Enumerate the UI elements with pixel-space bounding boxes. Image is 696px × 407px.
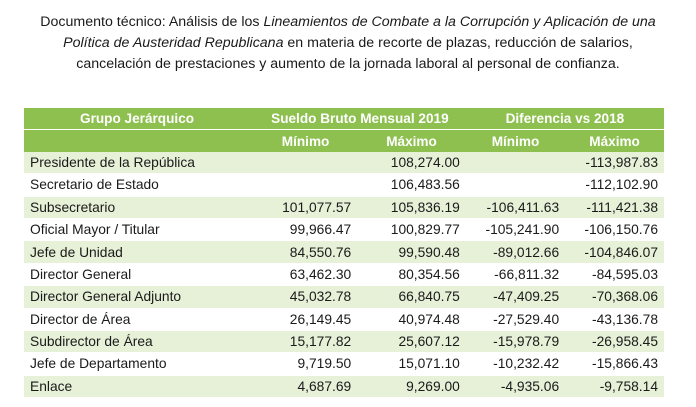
caption-line-1-italic: Lineamientos de Combate a la Corrupción … [263,14,656,30]
header-row-main: Grupo Jerárquico Sueldo Bruto Mensual 20… [24,108,664,130]
cell-group: Secretario de Estado [24,173,254,197]
table-row: Director de Área 26,149.45 40,974.48 -27,52… [24,308,664,331]
cell-diff-min: -89,012.66 [465,240,566,264]
header-blank [24,129,254,152]
cell-salary-max: 25,607.12 [357,330,466,354]
table-row: Subdirector de Área 15,177.82 25,607.12 -15… [24,330,664,354]
caption-line-2: Política de Austeridad Republicana en ma… [0,33,696,54]
cell-diff-min: -47,409.25 [465,285,566,309]
cell-salary-min [253,151,358,175]
cell-salary-max: 108,274.00 [357,151,466,175]
cell-group: Jefe de Departamento [24,352,254,376]
cell-group: Jefe de Unidad [24,240,254,264]
cell-diff-max: -111,421.38 [565,196,664,219]
table-row: Presidente de la República 108,274.00 -113… [24,151,664,175]
cell-salary-min: 45,032.78 [253,285,358,309]
cell-group: Director General [24,263,254,287]
cell-diff-max: -104,846.07 [565,240,664,264]
cell-group: Director General Adjunto [24,285,254,309]
cell-group: Enlace [24,375,254,399]
cell-diff-max: -43,136.78 [565,308,664,331]
cell-diff-min [465,173,566,197]
caption-line-3: cancelación de prestaciones y aumento de… [76,56,620,72]
cell-group: Subsecretario [24,196,254,219]
cell-salary-max: 40,974.48 [357,308,466,331]
cell-salary-min: 9,719.50 [253,352,358,376]
cell-salary-max: 105,836.19 [357,196,466,219]
header-salary-min: Mínimo [253,129,358,152]
caption-line-2-italic: Política de Austeridad Republicana [63,35,284,51]
cell-salary-max: 66,840.75 [357,285,466,309]
cell-diff-min: -66,811.32 [465,263,566,287]
table-row: Oficial Mayor / Titular 99,966.47 100,829.… [24,218,664,242]
cell-diff-min: -4,935.06 [465,375,566,399]
cell-salary-max: 80,354.56 [357,263,466,287]
header-diff-min: Mínimo [465,129,566,152]
table-row: Subsecretario 101,077.57 105,836.19 -106,41… [24,196,664,219]
cell-salary-min: 4,687.69 [253,375,358,399]
header-salary-max: Máximo [357,129,466,152]
caption-line-1-prefix: Documento técnico: Análisis de los [40,14,264,30]
cell-group: Oficial Mayor / Titular [24,218,254,242]
cell-salary-min: 101,077.57 [253,196,358,219]
cell-salary-min: 26,149.45 [253,308,358,331]
header-row-sub: Mínimo Máximo Mínimo Máximo [24,129,664,152]
table-row: Enlace 4,687.69 9,269.00 -4,935.06 -9,758.14 [24,375,664,399]
cell-group: Subdirector de Área [24,330,254,354]
cell-salary-max: 9,269.00 [357,375,466,399]
cell-diff-min: -106,411.63 [465,196,566,219]
cell-salary-max: 100,829.77 [357,218,466,242]
header-difference-2018: Diferencia vs 2018 [465,108,664,130]
caption-line-1: Documento técnico: Análisis de los Linea… [0,12,696,33]
cell-salary-max: 15,071.10 [357,352,466,376]
table-row: Secretario de Estado 106,483.56 -112,102.9… [24,173,664,197]
header-salary-2019: Sueldo Bruto Mensual 2019 [253,108,466,130]
cell-salary-min: 15,177.82 [253,330,358,354]
cell-salary-min [253,173,358,197]
cell-diff-max: -113,987.83 [565,151,664,175]
cell-diff-max: -15,866.43 [565,352,664,376]
caption-line-2-rest: en materia de recorte de plazas, reducci… [283,35,633,51]
header-group: Grupo Jerárquico [24,108,254,130]
cell-diff-max: -84,595.03 [565,263,664,287]
cell-diff-min [465,151,566,175]
table-row: Director General Adjunto 45,032.78 66,840.… [24,285,664,309]
salary-table: Grupo Jerárquico Sueldo Bruto Mensual 20… [24,108,664,399]
cell-diff-max: -70,368.06 [565,285,664,309]
cell-diff-max: -9,758.14 [565,375,664,399]
cell-salary-max: 106,483.56 [357,173,466,197]
table-row: Jefe de Unidad 84,550.76 99,590.48 -89,012.… [24,240,664,264]
cell-diff-min: -15,978.79 [465,330,566,354]
document-caption: Documento técnico: Análisis de los Linea… [0,12,696,75]
table-body: Presidente de la República 108,274.00 -113… [24,151,664,399]
cell-diff-min: -105,241.90 [465,218,566,242]
table-header: Grupo Jerárquico Sueldo Bruto Mensual 20… [24,108,664,152]
cell-group: Director de Área [24,308,254,331]
header-diff-max: Máximo [565,129,664,152]
table-row: Director General 63,462.30 80,354.56 -66,81… [24,263,664,287]
cell-salary-min: 63,462.30 [253,263,358,287]
cell-diff-max: -106,150.76 [565,218,664,242]
cell-group: Presidente de la República [24,151,254,175]
cell-salary-min: 84,550.76 [253,240,358,264]
cell-diff-min: -10,232.42 [465,352,566,376]
cell-diff-max: -26,958.45 [565,330,664,354]
cell-salary-min: 99,966.47 [253,218,358,242]
cell-diff-min: -27,529.40 [465,308,566,331]
cell-salary-max: 99,590.48 [357,240,466,264]
cell-diff-max: -112,102.90 [565,173,664,197]
table-row: Jefe de Departamento 9,719.50 15,071.10 -10… [24,352,664,376]
